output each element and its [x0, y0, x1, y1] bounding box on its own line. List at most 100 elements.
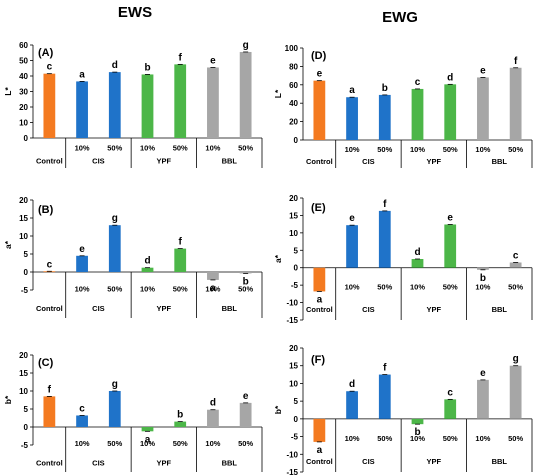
y-axis-label: b* [273, 405, 283, 414]
y-tick-label: 20 [19, 351, 28, 360]
significance-letter: d [144, 256, 150, 267]
category-label: 50% [107, 284, 122, 293]
y-axis-label: a* [273, 254, 283, 263]
y-tick-label: -15 [286, 468, 298, 475]
category-label: 10% [205, 144, 220, 153]
significance-letter: a [79, 69, 85, 80]
significance-letter: b [144, 62, 150, 73]
y-tick-label: 5 [24, 250, 29, 259]
category-label: 10% [345, 145, 360, 154]
y-tick-label: 20 [289, 344, 298, 353]
bar-ypf-10 [142, 268, 154, 272]
panel-label: (C) [38, 357, 54, 369]
category-label: 10% [140, 284, 155, 293]
chart-panel-b: -5 0 5 10 15 20 a* (B) c e g d f a b 10% 50% 10% 50% 10% 50%… [3, 196, 262, 318]
category-label: 10% [475, 434, 490, 443]
y-tick-label: 0 [294, 415, 299, 424]
category-label: 10% [75, 284, 90, 293]
y-tick-label: 20 [289, 194, 298, 203]
category-label: 50% [173, 144, 188, 153]
bar-control [43, 74, 55, 138]
chart-panel-a: 0 10 20 30 40 50 60 L* (A) c a d b f e g 10% 50% 10% 50% 10%… [3, 40, 262, 168]
group-label-ypf: YPF [427, 157, 442, 166]
category-label: 50% [377, 283, 392, 292]
significance-letter: d [112, 60, 118, 71]
bar-cis-50 [379, 375, 391, 419]
category-label: 50% [107, 144, 122, 153]
category-label-control: Control [36, 304, 63, 313]
panel-label: (E) [311, 202, 326, 214]
bar-control [313, 81, 325, 140]
significance-letter: e [480, 368, 486, 379]
significance-letter: f [383, 199, 387, 210]
y-tick-label: 0 [294, 264, 299, 273]
group-label-bbl: BBL [492, 305, 508, 314]
y-axis-label: L* [3, 87, 13, 96]
significance-letter: f [514, 56, 518, 67]
bar-cis-50 [379, 95, 391, 140]
y-tick-label: 15 [19, 369, 28, 378]
bar-control [313, 419, 325, 442]
group-label-cis: CIS [92, 157, 105, 166]
significance-letter: f [383, 363, 387, 374]
category-label: 50% [508, 283, 523, 292]
significance-letter: g [513, 354, 519, 365]
significance-letter: b [177, 410, 183, 421]
y-axis-label: a* [3, 240, 13, 249]
y-tick-label: 60 [19, 41, 28, 50]
category-label: 10% [75, 439, 90, 448]
bar-cis-10 [346, 97, 358, 140]
bar-cis-50 [109, 225, 121, 272]
y-tick-label: -10 [286, 299, 298, 308]
category-label: 50% [173, 284, 188, 293]
category-label: 10% [205, 439, 220, 448]
significance-letter: e [210, 55, 216, 66]
chart-panel-c: -5 0 5 10 15 20 b* (C) f c g a b d e 10% 50% 10% 50% 10% 50%… [3, 351, 262, 472]
bar-cis-10 [76, 256, 88, 272]
panel-label: (F) [311, 354, 325, 366]
header-ews: EWS [118, 4, 152, 21]
category-label: 50% [377, 434, 392, 443]
bar-bbl-50 [510, 68, 522, 140]
bar-bbl-50 [510, 262, 522, 267]
bar-ypf-10 [142, 427, 154, 431]
y-tick-label: -5 [291, 433, 299, 442]
bar-bbl-50 [510, 366, 522, 419]
significance-letter: c [47, 259, 53, 270]
y-tick-label: 80 [289, 62, 298, 71]
significance-letter: a [349, 85, 355, 96]
y-tick-label: 20 [19, 196, 28, 205]
significance-letter: a [317, 294, 323, 305]
category-label: 50% [238, 439, 253, 448]
y-tick-label: 5 [294, 246, 299, 255]
y-tick-label: 0 [24, 423, 29, 432]
group-label-bbl: BBL [222, 157, 238, 166]
category-label-control: Control [306, 305, 333, 314]
chart-panel-e: -15 -10 -5 0 5 10 15 20 a* (E) a e f d e b c 10% 50% 10% 50%… [273, 194, 532, 325]
bar-cis-10 [346, 225, 358, 268]
significance-letter: d [447, 72, 453, 83]
chart-panel-d: 020406080100L*(D)ea bc def10% 50% 10% 50% 10% 5… [273, 44, 532, 168]
group-label-bbl: BBL [492, 157, 508, 166]
bar-cis-50 [109, 391, 121, 427]
y-tick-label: 5 [24, 405, 29, 414]
bar-ypf-10 [412, 419, 424, 424]
group-label-ypf: YPF [427, 457, 442, 466]
bar-bbl-50 [240, 403, 252, 427]
category-label-control: Control [36, 157, 63, 166]
category-label: 50% [443, 434, 458, 443]
group-label-ypf: YPF [427, 305, 442, 314]
category-label-control: Control [306, 157, 333, 166]
significance-letter: c [447, 387, 453, 398]
y-tick-label: 10 [19, 387, 28, 396]
significance-letter: d [349, 379, 355, 390]
significance-letter: d [414, 247, 420, 258]
significance-letter: d [210, 398, 216, 409]
significance-letter: e [447, 212, 453, 223]
significance-letter: g [243, 40, 249, 51]
y-tick-label: -15 [286, 316, 298, 325]
significance-letter: c [513, 250, 519, 261]
bar-bbl-10 [207, 272, 219, 280]
